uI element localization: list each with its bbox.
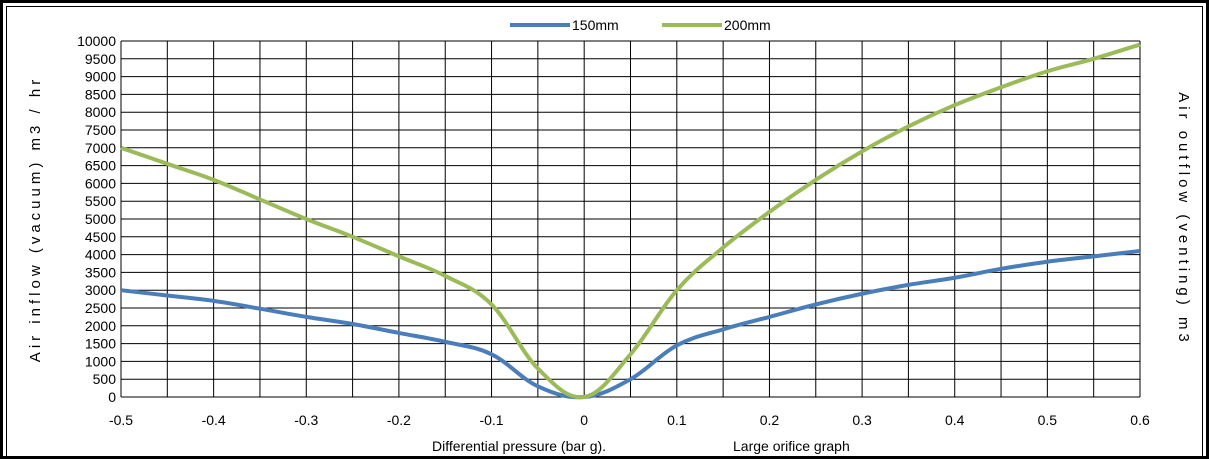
y-tick-label: 5500: [85, 193, 116, 209]
x-axis-label: Differential pressure (bar g).: [432, 438, 606, 454]
legend: 150mm 200mm: [510, 17, 771, 33]
y-tick-label: 7000: [85, 140, 116, 156]
y-tick-label: 2000: [85, 318, 116, 334]
series-line-150mm: [120, 249, 1141, 400]
chart-caption: Large orifice graph: [733, 438, 850, 454]
chart-frame-inner: [6, 6, 1203, 458]
grid: [120, 40, 1141, 398]
x-tick-label: 0.5: [1038, 412, 1058, 428]
x-tick-label: 0.4: [945, 412, 965, 428]
legend-label-150mm: 150mm: [572, 17, 619, 33]
y-tick-label: 2500: [85, 300, 116, 316]
y-tick-label: 4000: [85, 247, 116, 263]
x-tick-label: -0.2: [387, 412, 411, 428]
y-tick-label: 10000: [77, 33, 116, 49]
y-axis-label-left: Air inflow (vacuum) m3 / hr: [27, 76, 44, 362]
x-tick-label: 0.2: [760, 412, 780, 428]
y-tick-label: 6000: [85, 175, 116, 191]
y-tick-label: 8500: [85, 86, 116, 102]
y-tick-label: 1000: [85, 353, 116, 369]
x-tick-label: 0.1: [667, 412, 687, 428]
x-tick-label: -0.4: [202, 412, 226, 428]
y-tick-label: 5000: [85, 211, 116, 227]
x-tick-label: 0.3: [852, 412, 872, 428]
y-tick-label: 1500: [85, 336, 116, 352]
legend-label-200mm: 200mm: [724, 17, 771, 33]
x-tick-label: 0: [580, 412, 588, 428]
x-tick-label: 0.6: [1130, 412, 1150, 428]
y-tick-label: 7500: [85, 122, 116, 138]
y-tick-label: 0: [108, 389, 116, 405]
x-tick-label: -0.1: [479, 412, 503, 428]
y-tick-label: 500: [93, 371, 117, 387]
y-tick-label: 3500: [85, 264, 116, 280]
y-tick-label: 9000: [85, 69, 116, 85]
x-tick-label: -0.3: [294, 412, 318, 428]
y-tick-labels: 0500100015002000250030003500400045005000…: [77, 33, 116, 405]
x-tick-label: -0.5: [109, 412, 133, 428]
series-line-200mm: [120, 42, 1141, 400]
series-lines: [120, 42, 1141, 400]
y-tick-label: 6500: [85, 158, 116, 174]
x-tick-labels: -0.5 -0.4 -0.3 -0.2 -0.1 0 0.1 0.2 0.3 0.4 0.5 0.6: [109, 412, 1150, 428]
y-tick-label: 9500: [85, 51, 116, 67]
y-axis-label-right: Air outflow (venting) m3: [1175, 92, 1192, 346]
y-tick-label: 4500: [85, 229, 116, 245]
y-tick-label: 3000: [85, 282, 116, 298]
y-tick-label: 8000: [85, 104, 116, 120]
